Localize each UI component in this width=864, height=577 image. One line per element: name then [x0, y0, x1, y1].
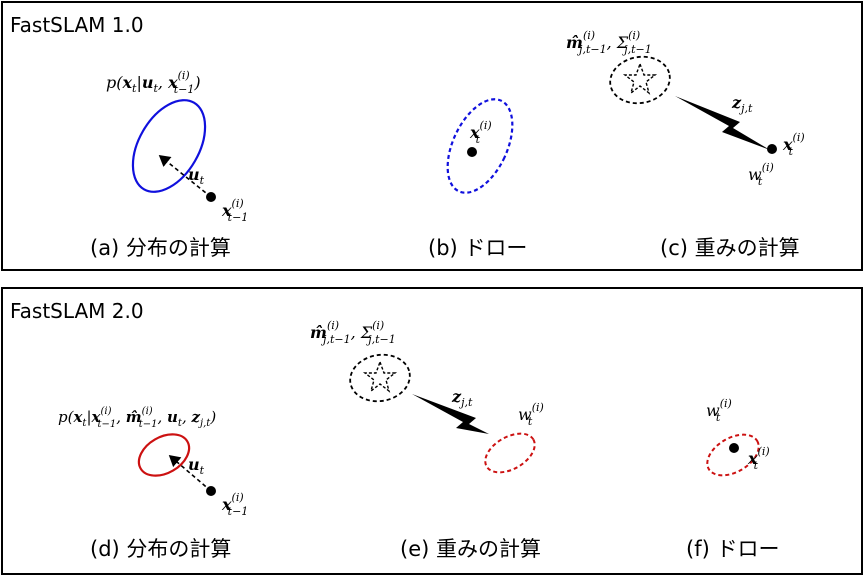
sample-dot-f — [729, 443, 739, 453]
prev-pose-dot-d — [206, 486, 216, 496]
caption-f: (f) ドロー — [686, 537, 779, 561]
u-label-d: ut — [188, 455, 205, 477]
subfig-b: x(i) t (b) ドロー — [428, 98, 527, 260]
motion-arrow-d — [168, 454, 212, 492]
landmark-ellipse-e — [349, 353, 411, 403]
u-label-a: ut — [188, 165, 205, 187]
caption-e: (e) 重みの計算 — [400, 537, 541, 561]
prev-pose-dot-a — [206, 192, 216, 202]
caption-c: (c) 重みの計算 — [660, 236, 800, 260]
x-label-f: x(i) t — [747, 445, 770, 472]
measurement-bolt-c — [675, 96, 770, 150]
panel-fastslam-1 — [1, 1, 863, 271]
z-label-e: zj,t — [451, 387, 473, 409]
distribution-ellipse-blue — [131, 99, 207, 193]
distribution-ellipse-red — [137, 433, 191, 477]
panel-title-1: FastSLAM 1.0 — [10, 13, 144, 37]
motion-arrow-a — [158, 154, 212, 198]
caption-b: (b) ドロー — [428, 236, 527, 260]
landmark-label-e: m̂(i) j,t−1, Σ(i) j,t−1 — [310, 319, 396, 346]
subfig-e: m̂(i) j,t−1, Σ(i) j,t−1 zj,t w(i) t (e) 重みの… — [310, 319, 544, 561]
x-label-b: x(i) t — [469, 119, 492, 146]
landmark-label-c: m̂(i) j,t−1, Σ(i) j,t−1 — [566, 29, 652, 56]
sample-ellipse-blue — [446, 98, 514, 194]
landmark-star-icon-e — [362, 359, 398, 393]
dist-label-a: p(xt|ut, x(i) t−1) — [106, 69, 201, 96]
w-label-e: w(i) t — [518, 401, 544, 428]
w-label-f: w(i) t — [706, 397, 732, 424]
subfig-f: w(i) t x(i) t (f) ドロー — [686, 397, 779, 561]
particle-dot-c — [767, 144, 777, 154]
caption-a: (a) 分布の計算 — [90, 236, 231, 260]
z-label-c: zj,t — [731, 93, 753, 115]
landmark-star-icon — [622, 61, 658, 95]
drawn-ellipse-red — [706, 433, 760, 477]
subfig-d: p(xt|x(i) t−1, m̂(i) t−1, ut, zj,t) ut x(i… — [58, 406, 248, 561]
landmark-ellipse-c — [609, 55, 671, 105]
measurement-bolt-e — [412, 394, 489, 434]
subfig-c: m̂(i) j,t−1, Σ(i) j,t−1 zj,t x(i) t w(i) t (… — [566, 29, 805, 260]
x-prev-label-a: x(i) t−1 — [221, 197, 248, 224]
dist-label-d: p(xt|x(i) t−1, m̂(i) t−1, ut, zj,t) — [58, 406, 216, 430]
caption-d: (d) 分布の計算 — [90, 537, 231, 561]
weight-ellipse-red — [484, 432, 536, 474]
x-label-c: x(i) t — [782, 131, 805, 158]
panel-fastslam-2 — [1, 287, 863, 575]
panel-title-2: FastSLAM 2.0 — [10, 299, 144, 323]
x-prev-label-d: x(i) t−1 — [221, 491, 248, 518]
w-label-c: w(i) t — [748, 161, 774, 188]
sample-dot-b — [467, 147, 477, 157]
subfig-a: p(xt|ut, x(i) t−1) ut x(i) t−1 (a) 分布の計算 — [90, 69, 248, 260]
